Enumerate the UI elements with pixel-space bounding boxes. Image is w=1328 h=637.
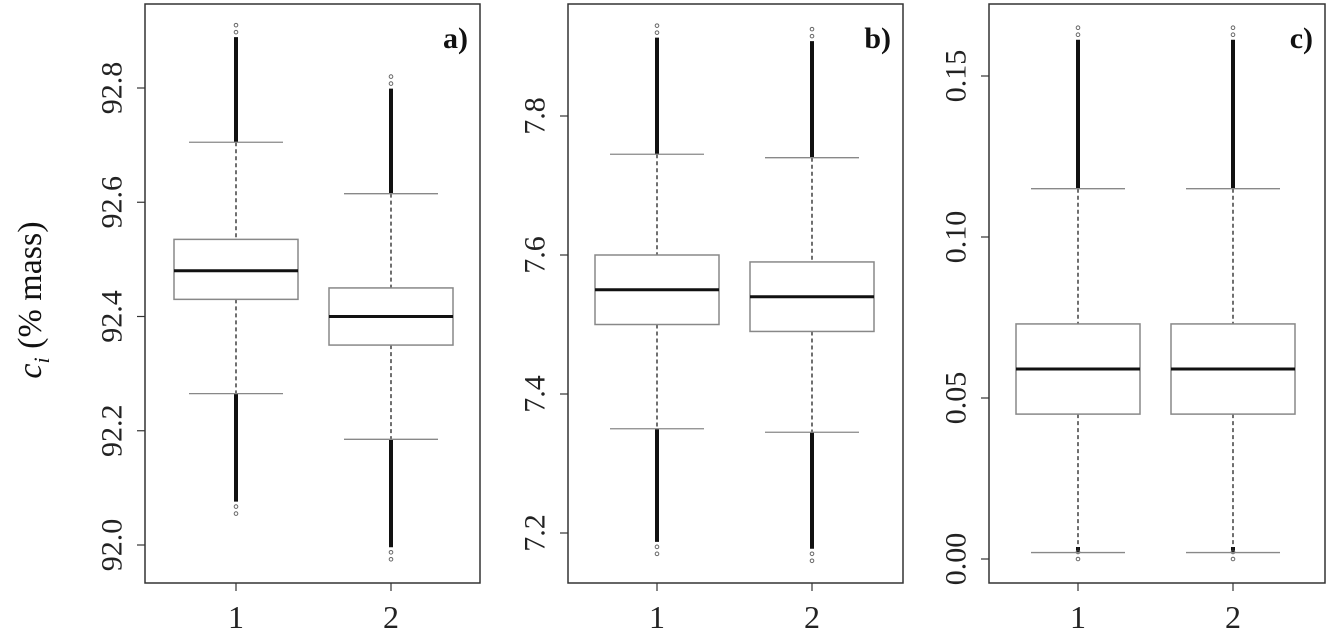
y-tick-label: 0.00 xyxy=(940,533,973,586)
outlier-point xyxy=(654,544,660,550)
outlier-point xyxy=(388,556,394,562)
y-tick-label: 7.4 xyxy=(519,375,552,413)
y-tick-label: 7.2 xyxy=(519,514,552,552)
y-tick-label: 92.0 xyxy=(96,519,129,572)
plot-frame xyxy=(567,3,904,584)
outlier-point xyxy=(233,504,239,509)
outlier-point xyxy=(809,33,815,39)
panel-b: 7.2 7.4 7.6 7.8 1 2 b) xyxy=(519,3,904,635)
outlier-point xyxy=(233,511,239,516)
plot-frame xyxy=(144,3,481,584)
x-tick-label: 1 xyxy=(1070,599,1086,635)
outlier-point xyxy=(388,549,394,555)
y-tick-label: 92.8 xyxy=(96,62,129,115)
outlier-point xyxy=(1075,556,1081,562)
outlier-point xyxy=(233,22,239,28)
panel-label: c) xyxy=(1290,22,1313,55)
x-tick-label: 1 xyxy=(228,599,244,635)
y-tick-label: 7.6 xyxy=(519,236,552,274)
outlier-point xyxy=(654,23,660,28)
outlier-point xyxy=(1230,556,1236,562)
panel-label: b) xyxy=(864,22,891,55)
y-tick-label: 7.8 xyxy=(519,97,552,135)
y-tick-label: 92.2 xyxy=(96,405,129,458)
outlier-point xyxy=(1075,32,1081,38)
outlier-point xyxy=(654,30,660,35)
outlier-point xyxy=(654,551,660,557)
box-2 xyxy=(749,26,875,564)
outlier-point xyxy=(388,81,394,86)
y-axis-label-subscript: i xyxy=(28,357,54,364)
y-axis-label-unit: (% mass) xyxy=(12,221,49,358)
outlier-point xyxy=(809,26,815,32)
box-2 xyxy=(1170,25,1296,562)
outlier-point xyxy=(809,551,815,557)
panel-label: a) xyxy=(443,22,468,55)
y-tick-label: 92.6 xyxy=(96,176,129,229)
box-1 xyxy=(594,23,720,557)
panel-a: 92.0 92.2 92.4 92.6 92.8 1 2 a) xyxy=(96,3,481,635)
x-tick-label: 2 xyxy=(804,599,820,635)
x-tick-label: 2 xyxy=(383,599,399,635)
y-tick-label: 92.4 xyxy=(96,290,129,343)
panel-c: 0.00 0.05 0.10 0.15 1 2 c) xyxy=(940,3,1326,635)
y-axis-label-symbol: c xyxy=(12,363,49,379)
outlier-point xyxy=(1230,32,1236,38)
box-1 xyxy=(1015,25,1141,562)
box-2 xyxy=(328,74,454,562)
x-tick-label: 2 xyxy=(1225,599,1241,635)
outlier-point xyxy=(233,29,239,35)
y-tick-label: 0.10 xyxy=(940,211,973,264)
y-axis-label: ci (% mass) xyxy=(12,221,55,378)
y-tick-label: 0.05 xyxy=(940,372,973,425)
box-1 xyxy=(173,22,299,516)
outlier-point xyxy=(1075,25,1081,31)
x-tick-label: 1 xyxy=(649,599,665,635)
outlier-point xyxy=(809,558,815,564)
outlier-point xyxy=(388,74,394,79)
plot-frame xyxy=(988,3,1326,584)
y-tick-label: 0.15 xyxy=(940,50,973,103)
outlier-point xyxy=(1230,25,1236,31)
